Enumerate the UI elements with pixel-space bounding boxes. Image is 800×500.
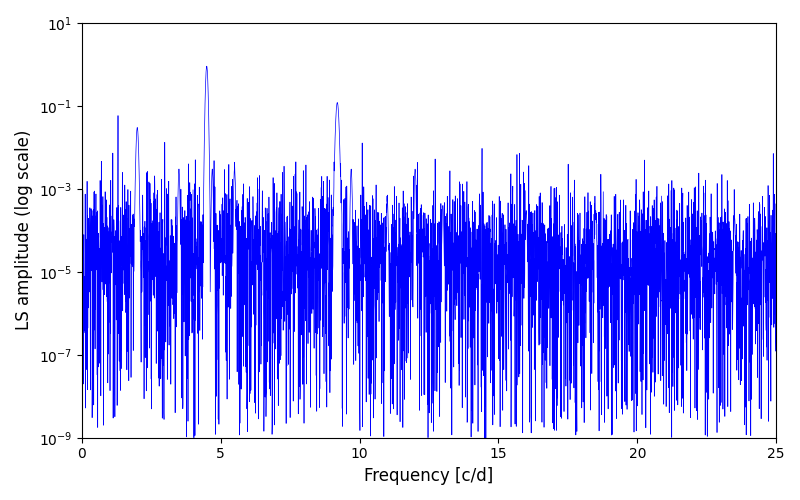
Y-axis label: LS amplitude (log scale): LS amplitude (log scale) <box>15 130 33 330</box>
X-axis label: Frequency [c/d]: Frequency [c/d] <box>364 467 494 485</box>
